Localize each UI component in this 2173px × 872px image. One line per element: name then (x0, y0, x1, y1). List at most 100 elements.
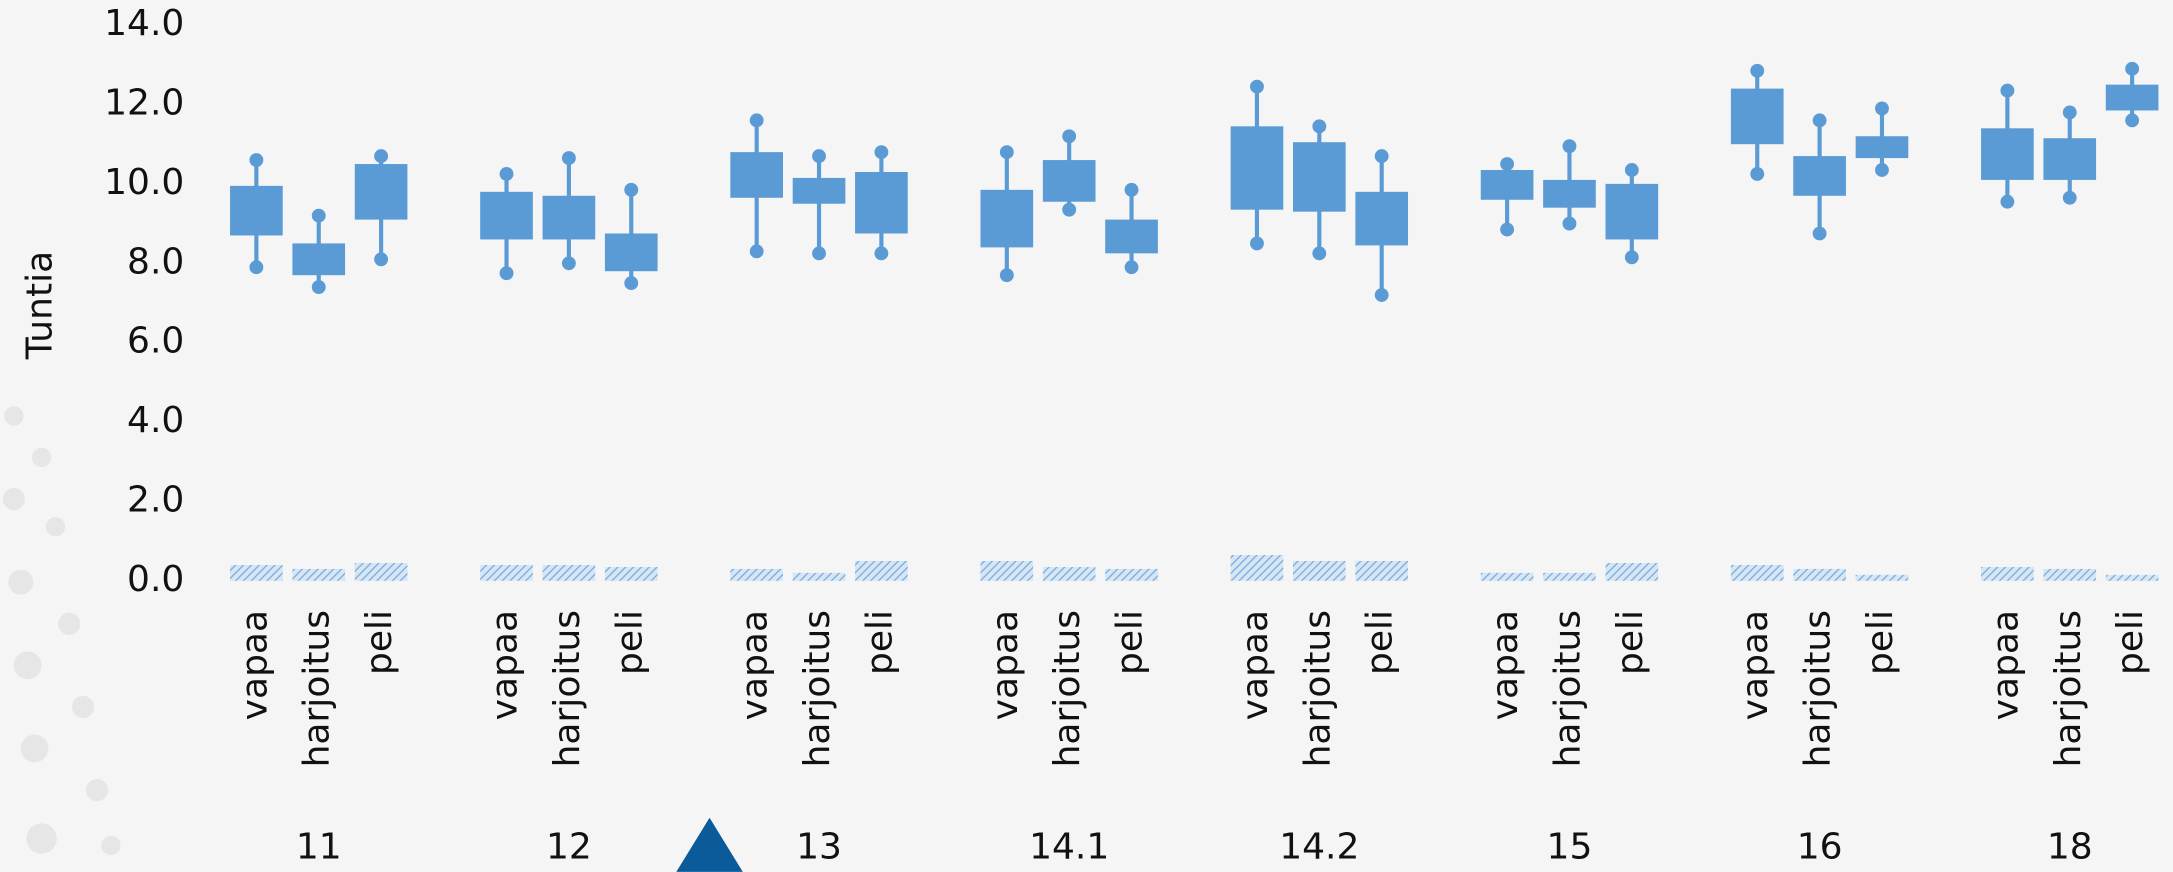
x-tick-label: vapaa (485, 610, 526, 720)
whisker-low (749, 244, 764, 259)
y-tick-label: 14.0 (104, 3, 184, 44)
hatched-bar (292, 568, 346, 581)
whisker-high (1312, 119, 1327, 134)
x-tick-label: harjoitus (1047, 610, 1088, 767)
hatched-bar (354, 562, 408, 581)
whisker-low (999, 268, 1014, 283)
whisker-low (499, 266, 514, 281)
hatched-bar (1981, 566, 2034, 581)
box (1480, 169, 1534, 200)
hatched-bar (2043, 568, 2097, 581)
x-tick-label: peli (609, 610, 650, 675)
x-tick-label: vapaa (735, 610, 776, 720)
whisker-high (812, 149, 826, 164)
whisker-low (1124, 260, 1139, 275)
whisker-low (1562, 216, 1577, 231)
whisker-low (2125, 113, 2140, 128)
box (1605, 183, 1659, 240)
whisker-low (249, 260, 264, 275)
y-tick-label: 4.0 (127, 400, 184, 441)
box (1105, 219, 1158, 254)
x-tick-label: vapaa (985, 610, 1026, 720)
whisker-low (1312, 246, 1327, 261)
x-tick-label: harjoitus (1547, 610, 1588, 767)
hatched-bar (1105, 568, 1158, 581)
box (2105, 84, 2159, 111)
whisker-low (1812, 226, 1827, 241)
y-tick-label: 2.0 (127, 479, 184, 520)
x-tick-label: peli (359, 610, 400, 675)
box (542, 195, 596, 240)
x-tick-label: harjoitus (2048, 610, 2089, 767)
group-label: 18 (2047, 826, 2093, 867)
box (980, 189, 1034, 248)
box (230, 185, 283, 236)
whisker-low (1250, 236, 1264, 251)
box (354, 164, 408, 220)
hatched-bar (855, 560, 908, 581)
whisker-low (2000, 194, 2015, 209)
box (1355, 191, 1409, 246)
hatched-bar (2105, 574, 2159, 581)
group-label: 14.2 (1279, 826, 1359, 867)
whisker-low (2062, 190, 2077, 205)
box (1230, 126, 1284, 210)
hatched-bar (1292, 560, 1346, 581)
box (1042, 160, 1096, 202)
y-tick-label: 12.0 (104, 82, 184, 123)
logo (676, 817, 743, 872)
whisker-low (1374, 288, 1389, 302)
x-tick-label: harjoitus (797, 610, 838, 767)
hatched-bar (542, 564, 596, 581)
box (1793, 156, 1846, 196)
whisker-high (1500, 157, 1515, 171)
group-label: 13 (796, 826, 842, 867)
y-tick-label: 10.0 (104, 162, 184, 203)
x-tick-label: vapaa (234, 610, 275, 720)
group-label: 11 (296, 826, 342, 867)
whisker-low (1062, 202, 1077, 217)
whisker-high (1250, 79, 1264, 94)
whisker-high (1124, 182, 1139, 197)
box (792, 177, 846, 204)
hatched-bar (1230, 555, 1284, 581)
hatched-bar (230, 564, 283, 581)
x-tick-label: peli (2110, 610, 2151, 675)
box (2043, 138, 2097, 180)
whisker-high (374, 149, 389, 164)
whisker-low (561, 256, 576, 271)
whisker-high (1562, 139, 1577, 154)
hatched-bar (980, 560, 1034, 581)
group-label: 12 (546, 826, 592, 867)
box (1855, 136, 1909, 159)
box (1730, 88, 1784, 145)
x-tick-label: peli (1110, 610, 1151, 675)
hatched-bar (1605, 562, 1659, 581)
whisker-high (2125, 61, 2140, 76)
x-tick-label: harjoitus (1798, 610, 1839, 767)
group-label: 16 (1797, 826, 1843, 867)
y-tick-label: 6.0 (127, 321, 184, 362)
whisker-high (561, 151, 576, 166)
box (1981, 128, 2034, 180)
y-axis-label: Tuntia (20, 251, 61, 360)
x-tick-label: harjoitus (547, 610, 588, 767)
box (1543, 179, 1596, 208)
hatched-bar (792, 572, 846, 581)
y-tick-label: 8.0 (127, 241, 184, 282)
box (730, 152, 784, 198)
x-tick-label: vapaa (1235, 610, 1276, 720)
whisker-high (999, 145, 1014, 160)
hatched-bar (1543, 572, 1596, 581)
x-tick-label: vapaa (1985, 610, 2026, 720)
whisker-high (749, 113, 764, 128)
whisker-low (1750, 167, 1765, 181)
whisker-high (1624, 163, 1639, 177)
group-label: 14.1 (1029, 826, 1109, 867)
whisker-high (2000, 83, 2015, 98)
whisker-low (874, 246, 889, 261)
whisker-high (311, 208, 326, 223)
box (1292, 142, 1346, 212)
whisker-low (812, 246, 826, 261)
x-tick-label: vapaa (1485, 610, 1526, 720)
